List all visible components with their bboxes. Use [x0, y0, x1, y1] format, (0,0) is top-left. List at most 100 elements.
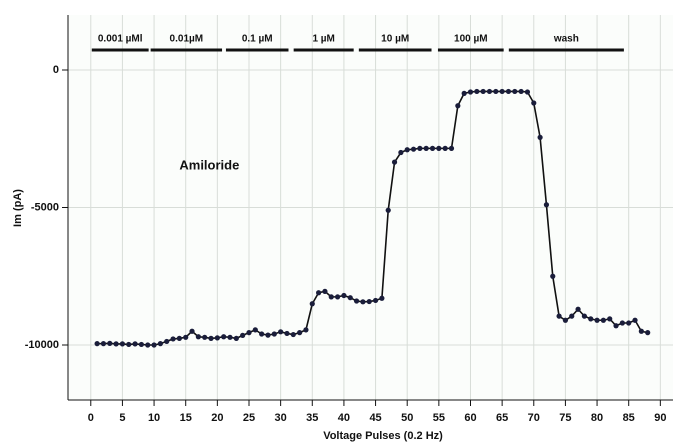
point	[329, 294, 334, 299]
point	[189, 329, 194, 334]
point	[398, 150, 403, 155]
concentration-label: wash	[553, 34, 579, 45]
point	[417, 146, 422, 151]
point	[297, 330, 302, 335]
x-tick-label: 60	[464, 412, 476, 424]
point	[113, 341, 118, 346]
point	[601, 318, 606, 323]
point	[449, 146, 454, 151]
point	[310, 301, 315, 306]
point	[278, 329, 283, 334]
point	[487, 89, 492, 94]
point	[512, 89, 517, 94]
point	[462, 91, 467, 96]
point	[481, 89, 486, 94]
point	[367, 299, 372, 304]
point	[588, 316, 593, 321]
point	[519, 89, 524, 94]
point	[227, 335, 232, 340]
point	[316, 290, 321, 295]
point	[613, 323, 618, 328]
point	[360, 299, 365, 304]
point	[645, 330, 650, 335]
point	[246, 330, 251, 335]
point	[234, 336, 239, 341]
x-tick-label: 85	[623, 412, 635, 424]
concentration-label: 0.01µM	[170, 34, 204, 45]
point	[101, 341, 106, 346]
point	[215, 335, 220, 340]
y-tick-label: -5000	[31, 201, 59, 213]
x-tick-label: 20	[211, 412, 223, 424]
point	[196, 334, 201, 339]
point	[436, 146, 441, 151]
y-tick-label: -10000	[25, 339, 59, 351]
x-tick-label: 0	[88, 412, 94, 424]
point	[443, 146, 448, 151]
x-tick-label: 90	[654, 412, 666, 424]
concentration-label: 100 µM	[454, 34, 488, 45]
point	[253, 327, 258, 332]
point	[430, 146, 435, 151]
point	[411, 147, 416, 152]
point	[607, 316, 612, 321]
point	[468, 89, 473, 94]
point	[424, 146, 429, 151]
chart: Voltage Pulses (0.2 Hz) Im (pA) 05101520…	[0, 0, 679, 443]
point	[202, 335, 207, 340]
x-tick-label: 35	[306, 412, 318, 424]
concentration-label: 1 µM	[312, 34, 334, 45]
x-tick-label: 65	[496, 412, 508, 424]
x-tick-label: 70	[528, 412, 540, 424]
point	[392, 160, 397, 165]
x-tick-label: 10	[148, 412, 160, 424]
point	[506, 89, 511, 94]
x-tick-label: 45	[369, 412, 381, 424]
point	[379, 296, 384, 301]
point	[95, 341, 100, 346]
point	[341, 293, 346, 298]
point	[582, 314, 587, 319]
point	[221, 334, 226, 339]
point	[474, 89, 479, 94]
point	[303, 327, 308, 332]
point	[556, 314, 561, 319]
point	[145, 342, 150, 347]
point	[405, 147, 410, 152]
point	[259, 331, 264, 336]
point	[620, 320, 625, 325]
y-axis-label: Im (pA)	[12, 189, 24, 227]
point	[569, 314, 574, 319]
x-tick-label: 30	[275, 412, 287, 424]
point	[563, 318, 568, 323]
point	[531, 100, 536, 105]
concentration-label: 0.1 µM	[242, 34, 273, 45]
point	[132, 341, 137, 346]
concentration-label: 0.001 µMl	[98, 34, 143, 45]
point	[265, 333, 270, 338]
point	[538, 135, 543, 140]
x-tick-label: 55	[433, 412, 445, 424]
x-tick-label: 75	[559, 412, 571, 424]
point	[170, 336, 175, 341]
point	[151, 342, 156, 347]
x-tick-label: 25	[243, 412, 255, 424]
point	[500, 89, 505, 94]
point	[139, 342, 144, 347]
x-tick-label: 40	[338, 412, 350, 424]
point	[120, 341, 125, 346]
point	[107, 341, 112, 346]
point	[284, 331, 289, 336]
point	[632, 318, 637, 323]
x-tick-label: 5	[119, 412, 125, 424]
x-tick-label: 80	[591, 412, 603, 424]
point	[639, 329, 644, 334]
point	[373, 298, 378, 303]
point	[525, 89, 530, 94]
point	[272, 331, 277, 336]
point	[335, 294, 340, 299]
point	[126, 342, 131, 347]
y-tick-label: 0	[53, 64, 59, 76]
point	[594, 318, 599, 323]
x-axis-label: Voltage Pulses (0.2 Hz)	[323, 430, 443, 442]
